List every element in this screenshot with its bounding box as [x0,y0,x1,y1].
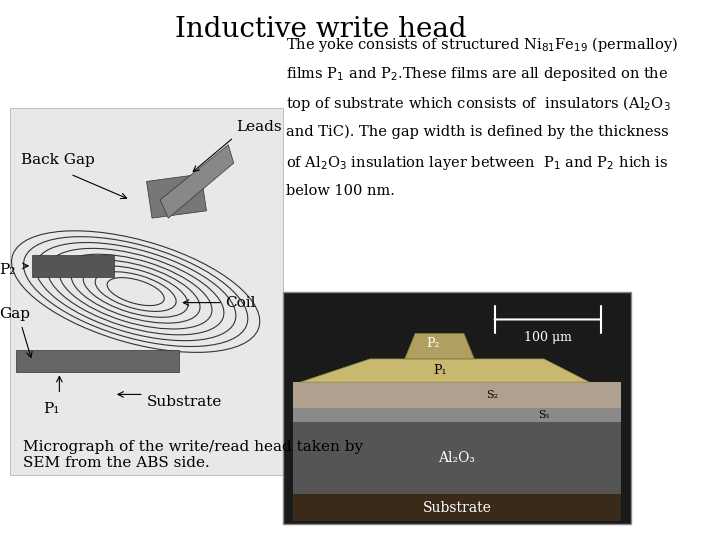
Text: and TiC). The gap width is defined by the thickness: and TiC). The gap width is defined by th… [286,124,669,139]
Text: S₂: S₂ [486,390,498,400]
Text: Inductive write head: Inductive write head [175,16,467,43]
FancyBboxPatch shape [293,419,621,496]
FancyBboxPatch shape [283,292,631,524]
Text: P₂: P₂ [0,262,16,276]
FancyBboxPatch shape [293,494,621,522]
Text: Substrate: Substrate [147,395,222,409]
Polygon shape [160,145,234,218]
Text: P₁: P₁ [433,364,446,377]
Polygon shape [32,255,114,277]
Text: P₁: P₁ [43,402,60,416]
Text: The yoke consists of structured Ni$_{81}$Fe$_{19}$ (permalloy): The yoke consists of structured Ni$_{81}… [286,35,678,54]
Text: Back Gap: Back Gap [22,153,95,167]
FancyBboxPatch shape [10,108,283,475]
Text: S₁: S₁ [538,410,550,420]
Text: below 100 nm.: below 100 nm. [286,184,395,198]
Text: Gap: Gap [0,307,30,321]
Text: Al₂O₃: Al₂O₃ [438,450,475,464]
FancyBboxPatch shape [293,382,621,408]
Text: 100 μm: 100 μm [523,331,572,344]
Text: P₂: P₂ [426,338,439,350]
Polygon shape [405,333,474,359]
Text: of Al$_2$O$_3$ insulation layer between  P$_1$ and P$_2$ hich is: of Al$_2$O$_3$ insulation layer between … [286,154,668,172]
Text: Micrograph of the write/read head taken by
SEM from the ABS side.: Micrograph of the write/read head taken … [23,440,363,470]
Polygon shape [16,350,179,373]
Text: films P$_1$ and P$_2$.These films are all deposited on the: films P$_1$ and P$_2$.These films are al… [286,65,668,83]
Polygon shape [147,174,207,218]
Text: Substrate: Substrate [423,501,491,515]
Text: Leads: Leads [236,120,282,134]
FancyBboxPatch shape [293,408,621,422]
Polygon shape [300,359,590,382]
Text: Coil: Coil [225,295,256,309]
Text: top of substrate which consists of  insulators (Al$_2$O$_3$: top of substrate which consists of insul… [286,94,670,113]
